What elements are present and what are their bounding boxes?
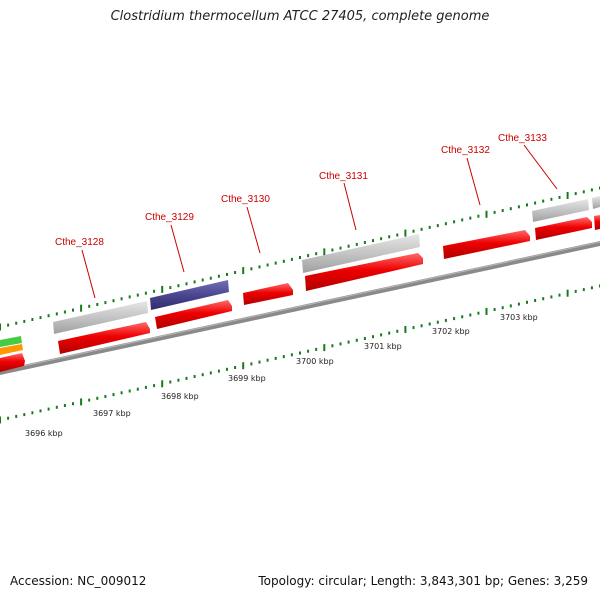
- gene-grey-3128: [53, 301, 148, 334]
- gene-red-3129: [155, 300, 232, 329]
- gene-red-3128: [58, 322, 150, 354]
- map-title: Clostridium thermocellum ATCC 27405, com…: [110, 9, 490, 24]
- label-line-3130: [246, 206, 261, 254]
- genome-backbone-highlight: [0, 241, 600, 372]
- kbp-label-3697: 3697 kbp: [93, 409, 131, 418]
- gene-grey-3131: [302, 234, 420, 273]
- kbp-label-3696: 3696 kbp: [25, 429, 63, 438]
- gene-label-3130: Cthe_3130: [221, 194, 270, 205]
- gene-label-3132: Cthe_3132: [441, 145, 490, 156]
- gene-red-partial-left: [0, 353, 25, 372]
- genome-summary-text: Topology: circular; Length: 3,843,301 bp…: [258, 574, 588, 588]
- inner-tick-row: [0, 284, 600, 424]
- outer-tick-row: [0, 186, 600, 331]
- gene-red-partial-right: [594, 215, 600, 230]
- gene-grey-partial-right: [592, 196, 600, 209]
- gene-red-3133: [535, 217, 592, 240]
- label-line-3128: [81, 249, 96, 299]
- accession-text: Accession: NC_009012: [10, 574, 147, 588]
- kbp-label-3699: 3699 kbp: [228, 374, 266, 383]
- label-line-3132: [466, 157, 481, 206]
- gene-red-3131: [305, 253, 423, 291]
- kbp-label-3700: 3700 kbp: [296, 357, 334, 366]
- kbp-label-3703: 3703 kbp: [500, 313, 538, 322]
- gene-label-3129: Cthe_3129: [145, 212, 194, 223]
- gene-label-3133: Cthe_3133: [498, 133, 547, 144]
- kbp-label-3702: 3702 kbp: [432, 327, 470, 336]
- gene-label-3128: Cthe_3128: [55, 237, 104, 248]
- gene-red-3130: [243, 283, 293, 305]
- kbp-label-3701: 3701 kbp: [364, 342, 402, 351]
- gene-green-partial: [0, 336, 22, 347]
- kbp-label-3698: 3698 kbp: [161, 392, 199, 401]
- gene-navy-3129: [150, 280, 229, 310]
- gene-orange-partial: [0, 344, 23, 355]
- label-line-3131: [343, 182, 357, 231]
- gene-label-3131: Cthe_3131: [319, 171, 368, 182]
- label-line-3133: [523, 144, 558, 190]
- gene-red-3132: [443, 230, 530, 259]
- label-line-3129: [170, 224, 185, 273]
- gene-grey-3133: [532, 199, 589, 222]
